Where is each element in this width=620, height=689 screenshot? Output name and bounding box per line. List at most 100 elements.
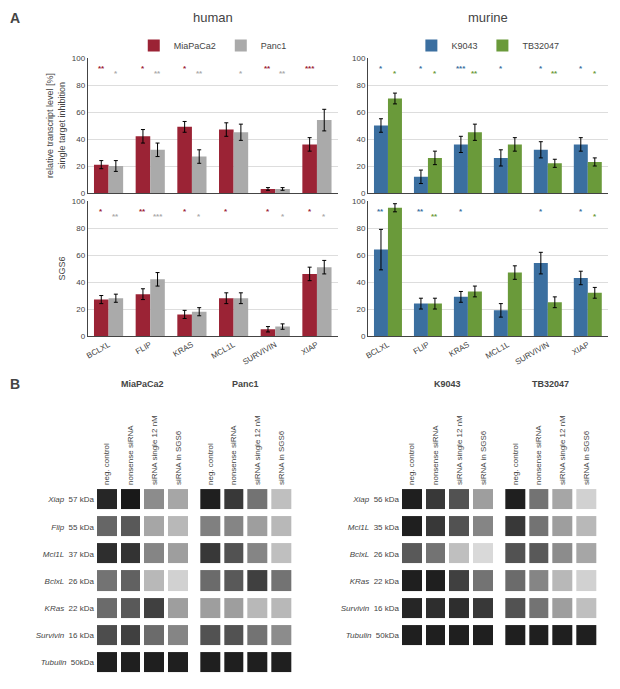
svg-text:BCLXL: BCLXL [85, 340, 112, 361]
svg-text:siRNA single 12 nM: siRNA single 12 nM [455, 415, 464, 485]
svg-text:KRAS: KRAS [172, 340, 195, 359]
svg-text:*: * [224, 207, 228, 216]
svg-text:100: 100 [352, 197, 366, 206]
svg-text:XIAP: XIAP [300, 340, 320, 357]
svg-text:60: 60 [76, 108, 85, 117]
svg-text:nonsense siRNA: nonsense siRNA [126, 425, 135, 485]
svg-text:***: *** [305, 64, 315, 73]
svg-text:100: 100 [72, 54, 86, 63]
svg-text:20: 20 [76, 162, 85, 171]
svg-text:siRNA in SGS6: siRNA in SGS6 [174, 430, 183, 485]
svg-text:neg. control: neg. control [206, 443, 215, 485]
svg-text:Mcl1L 37 kDa: Mcl1L 37 kDa [43, 550, 95, 559]
svg-text:0: 0 [81, 332, 86, 341]
svg-text:40: 40 [76, 278, 85, 287]
svg-text:*: * [308, 207, 312, 216]
svg-text:neg. control: neg. control [407, 443, 416, 485]
svg-text:**: ** [551, 69, 558, 78]
svg-text:***: *** [153, 212, 163, 221]
svg-text:KRAS: KRAS [448, 340, 471, 359]
svg-text:K9043: K9043 [451, 41, 477, 51]
svg-text:TB32047: TB32047 [522, 41, 559, 51]
svg-text:Survivin 16 kDa: Survivin 16 kDa [341, 604, 400, 613]
svg-text:siRNA single 12 nM: siRNA single 12 nM [150, 415, 159, 485]
svg-text:*: * [239, 69, 243, 78]
svg-text:*: * [114, 69, 118, 78]
svg-text:Tubulin 50kDa: Tubulin 50kDa [346, 631, 400, 640]
svg-text:MCL1L: MCL1L [210, 340, 237, 361]
svg-text:60: 60 [76, 251, 85, 260]
svg-text:*: * [499, 64, 503, 73]
svg-text:Panc1: Panc1 [261, 41, 287, 51]
svg-text:*: * [539, 207, 543, 216]
svg-text:**: ** [264, 64, 271, 73]
svg-text:XIAP: XIAP [571, 340, 591, 357]
svg-text:100: 100 [352, 54, 366, 63]
svg-text:*: * [197, 212, 201, 221]
svg-text:80: 80 [356, 224, 365, 233]
svg-text:*: * [393, 69, 397, 78]
svg-text:*: * [322, 212, 326, 221]
svg-text:MiaPaCa2: MiaPaCa2 [174, 41, 216, 51]
svg-text:MCL1L: MCL1L [484, 340, 511, 361]
svg-text:*: * [579, 207, 583, 216]
svg-text:**: ** [139, 207, 146, 216]
svg-text:80: 80 [76, 81, 85, 90]
svg-text:**: ** [377, 207, 384, 216]
svg-text:*: * [281, 212, 285, 221]
svg-text:0: 0 [361, 332, 366, 341]
svg-text:80: 80 [76, 224, 85, 233]
svg-text:***: *** [456, 64, 466, 73]
svg-text:nonsense siRNA: nonsense siRNA [534, 425, 543, 485]
svg-text:*: * [433, 69, 437, 78]
svg-text:*: * [539, 64, 543, 73]
svg-text:**: ** [431, 212, 438, 221]
svg-text:20: 20 [356, 305, 365, 314]
svg-text:100: 100 [72, 197, 86, 206]
svg-text:*: * [183, 207, 187, 216]
svg-text:60: 60 [356, 251, 365, 260]
svg-text:nonsense siRNA: nonsense siRNA [229, 425, 238, 485]
svg-text:SURVIVIN: SURVIVIN [241, 340, 278, 367]
svg-text:Mcl1L 35 kDa: Mcl1L 35 kDa [348, 523, 400, 532]
svg-text:FLIP: FLIP [134, 340, 153, 356]
svg-text:siRNA in SGS6: siRNA in SGS6 [479, 430, 488, 485]
svg-text:siRNA single 12 nM: siRNA single 12 nM [558, 415, 567, 485]
svg-text:80: 80 [356, 81, 365, 90]
svg-text:*: * [379, 64, 383, 73]
svg-text:*: * [99, 207, 103, 216]
svg-text:nonsense siRNA: nonsense siRNA [431, 425, 440, 485]
svg-text:FLIP: FLIP [412, 340, 431, 356]
svg-text:**: ** [417, 207, 424, 216]
svg-text:neg. control: neg. control [102, 443, 111, 485]
svg-text:*: * [183, 64, 187, 73]
svg-text:BclxL 26 kDa: BclxL 26 kDa [350, 550, 400, 559]
svg-text:Xiap 56 kDa: Xiap 56 kDa [352, 495, 399, 504]
svg-text:40: 40 [356, 278, 365, 287]
svg-text:**: ** [98, 64, 105, 73]
svg-text:Xiap 57 kDa: Xiap 57 kDa [47, 495, 94, 504]
svg-text:40: 40 [356, 135, 365, 144]
svg-text:20: 20 [76, 305, 85, 314]
svg-text:KRas 22 kDa: KRas 22 kDa [45, 604, 95, 613]
svg-text:**: ** [112, 212, 119, 221]
svg-text:*: * [593, 212, 597, 221]
svg-text:Tubulin 50kDa: Tubulin 50kDa [41, 658, 95, 667]
svg-text:60: 60 [356, 108, 365, 117]
svg-text:**: ** [154, 69, 161, 78]
svg-text:K9043: K9043 [434, 379, 461, 389]
svg-text:neg. control: neg. control [511, 443, 520, 485]
svg-text:*: * [579, 64, 583, 73]
svg-text:0: 0 [81, 189, 86, 198]
svg-text:*: * [419, 64, 423, 73]
svg-text:siRNA single 12 nM: siRNA single 12 nM [253, 415, 262, 485]
svg-text:*: * [141, 64, 145, 73]
svg-text:**: ** [196, 69, 203, 78]
svg-text:SGS6: SGS6 [57, 257, 67, 281]
svg-text:MiaPaCa2: MiaPaCa2 [121, 379, 164, 389]
svg-text:A: A [10, 10, 20, 26]
svg-text:*: * [266, 207, 270, 216]
svg-text:siRNA in SGS6: siRNA in SGS6 [277, 430, 286, 485]
svg-text:B: B [10, 376, 20, 392]
svg-text:*: * [393, 212, 397, 221]
